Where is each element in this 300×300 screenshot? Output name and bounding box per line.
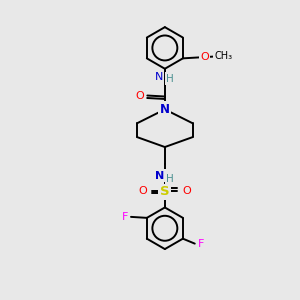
Text: S: S — [160, 185, 170, 198]
Text: O: O — [139, 186, 147, 196]
Text: O: O — [200, 52, 209, 62]
Text: N: N — [160, 103, 170, 116]
Text: CH₃: CH₃ — [214, 51, 232, 62]
Text: O: O — [182, 186, 191, 196]
Text: H: H — [166, 74, 174, 84]
Text: O: O — [136, 91, 145, 100]
Text: N: N — [155, 171, 164, 181]
Text: F: F — [197, 238, 204, 249]
Text: H: H — [166, 174, 174, 184]
Text: N: N — [155, 72, 163, 82]
Text: F: F — [122, 212, 128, 222]
